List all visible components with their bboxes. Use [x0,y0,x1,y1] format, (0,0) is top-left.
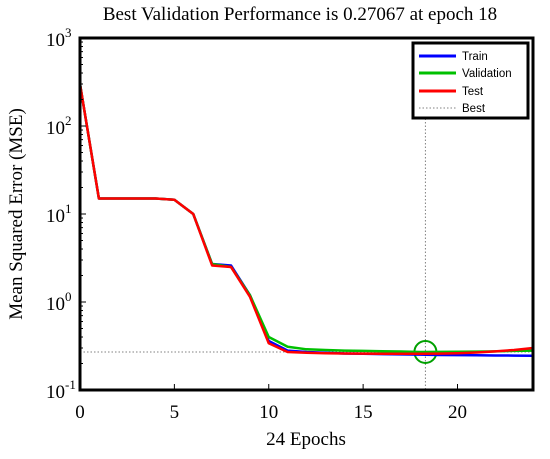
y-tick-label: 103 [46,25,72,51]
legend-label-best: Best [462,103,486,115]
x-axis-label: 24 Epochs [266,429,346,450]
y-tick-label: 10-1 [46,377,76,403]
y-tick-label: 101 [46,201,72,227]
y-tick-label: 102 [46,113,72,139]
series-line-test [78,83,534,356]
y-axis-ticks: 10-1 100 101 102 103 [46,25,86,403]
x-tick-label: 20 [448,402,467,423]
legend: Train Validation Test Best [411,41,530,120]
legend-label-train: Train [462,51,488,63]
legend-label-validation: Validation [462,68,512,80]
x-tick-label: 0 [75,402,85,423]
x-tick-label: 15 [354,402,373,423]
x-tick-label: 5 [170,402,180,423]
y-axis-label: Mean Squared Error (MSE) [6,108,27,320]
x-axis-ticks: 0 5 10 15 20 [75,384,467,423]
legend-label-test: Test [462,86,484,98]
series-lines [78,83,534,357]
chart-title: Best Validation Performance is 0.27067 a… [103,4,497,25]
x-tick-label: 10 [259,402,278,423]
y-tick-label: 100 [46,289,72,315]
